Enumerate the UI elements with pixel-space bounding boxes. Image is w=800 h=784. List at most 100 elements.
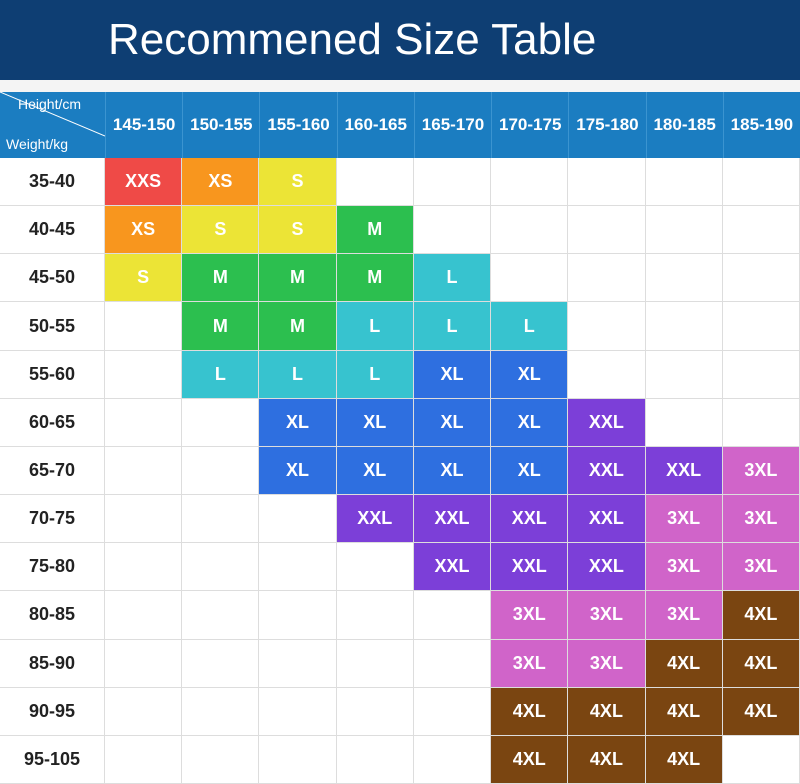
row-header: 85-90 [0,639,105,688]
size-cell [336,687,414,736]
row-header: 60-65 [0,398,105,447]
size-cell: 3XL [645,543,723,592]
size-cell: M [259,302,337,351]
corner-height: Height/cm [18,96,82,112]
size-cell [182,639,260,688]
size-cell: XS [182,158,260,207]
size-cell [568,158,646,207]
size-cell: L [413,302,492,351]
size-cell [722,254,800,303]
size-cell: XXL [568,446,646,496]
size-cell [336,591,414,640]
size-cell: S [105,254,183,303]
size-cell [413,639,492,688]
size-cell: 3XL [491,639,569,688]
size-cell: XXL [645,446,723,496]
column-header: 150-155 [182,92,260,158]
size-cell: XXL [413,495,492,544]
title: Recommened Size Table [0,0,800,80]
size-cell: XL [336,398,414,447]
size-cell [336,735,414,784]
size-cell: L [259,350,337,399]
size-cell: XXL [491,495,569,544]
row-header: 40-45 [0,206,105,255]
size-cell [105,495,183,544]
size-cell: XXL [336,495,414,544]
size-cell [182,446,260,496]
size-cell [105,639,183,688]
size-cell [645,206,723,255]
size-cell: 4XL [722,591,800,640]
column-header: 175-180 [568,92,646,158]
size-cell: 3XL [491,591,569,640]
column-header: 145-150 [105,92,183,158]
column-header: 180-185 [645,92,723,158]
size-cell: 4XL [722,687,800,736]
size-cell: XXS [105,158,183,207]
size-cell: 4XL [491,735,569,784]
row-header: 45-50 [0,254,105,303]
row-header: 70-75 [0,495,105,544]
column-header: 160-165 [336,92,414,158]
size-cell [491,206,569,255]
size-cell: M [182,254,260,303]
size-cell [413,591,492,640]
size-cell: XXL [568,495,646,544]
size-cell: S [259,158,337,207]
size-cell: 4XL [645,687,723,736]
size-cell [259,495,337,544]
size-cell: 4XL [568,687,646,736]
size-cell: 4XL [722,639,800,688]
row-header: 75-80 [0,543,105,592]
size-cell: XXL [413,543,492,592]
size-cell [722,398,800,447]
size-cell: XL [413,398,492,447]
size-cell: XL [259,446,337,496]
column-header: 185-190 [722,92,800,158]
size-cell [336,543,414,592]
size-cell: XL [491,350,569,399]
size-cell [568,350,646,399]
size-cell: XL [336,446,414,496]
header-corner: Height/cm Weight/kg [0,92,105,158]
size-cell: XL [491,446,569,496]
size-cell [259,639,337,688]
size-cell [722,302,800,351]
size-cell: L [413,254,492,303]
size-cell: M [336,206,414,255]
size-cell [645,158,723,207]
size-cell [645,350,723,399]
corner-divider [0,92,105,137]
size-cell [182,687,260,736]
size-cell [568,206,646,255]
row-header: 55-60 [0,350,105,399]
size-cell [182,735,260,784]
size-cell: L [336,302,414,351]
size-cell [336,639,414,688]
size-cell [259,687,337,736]
size-cell [336,158,414,207]
size-cell [105,398,183,447]
size-cell: M [259,254,337,303]
size-cell [722,350,800,399]
size-cell [568,302,646,351]
size-cell: L [182,350,260,399]
size-cell [105,446,183,496]
size-cell [413,735,492,784]
size-cell: XXL [568,543,646,592]
size-cell [259,543,337,592]
size-cell [491,158,569,207]
size-cell [413,206,492,255]
column-header: 165-170 [413,92,492,158]
size-cell: 3XL [645,591,723,640]
size-cell [182,543,260,592]
column-header: 170-175 [491,92,569,158]
size-cell [105,543,183,592]
size-cell: S [259,206,337,255]
size-cell: 4XL [645,639,723,688]
size-cell [105,591,183,640]
size-cell [568,254,646,303]
size-cell [722,206,800,255]
size-cell: XS [105,206,183,255]
